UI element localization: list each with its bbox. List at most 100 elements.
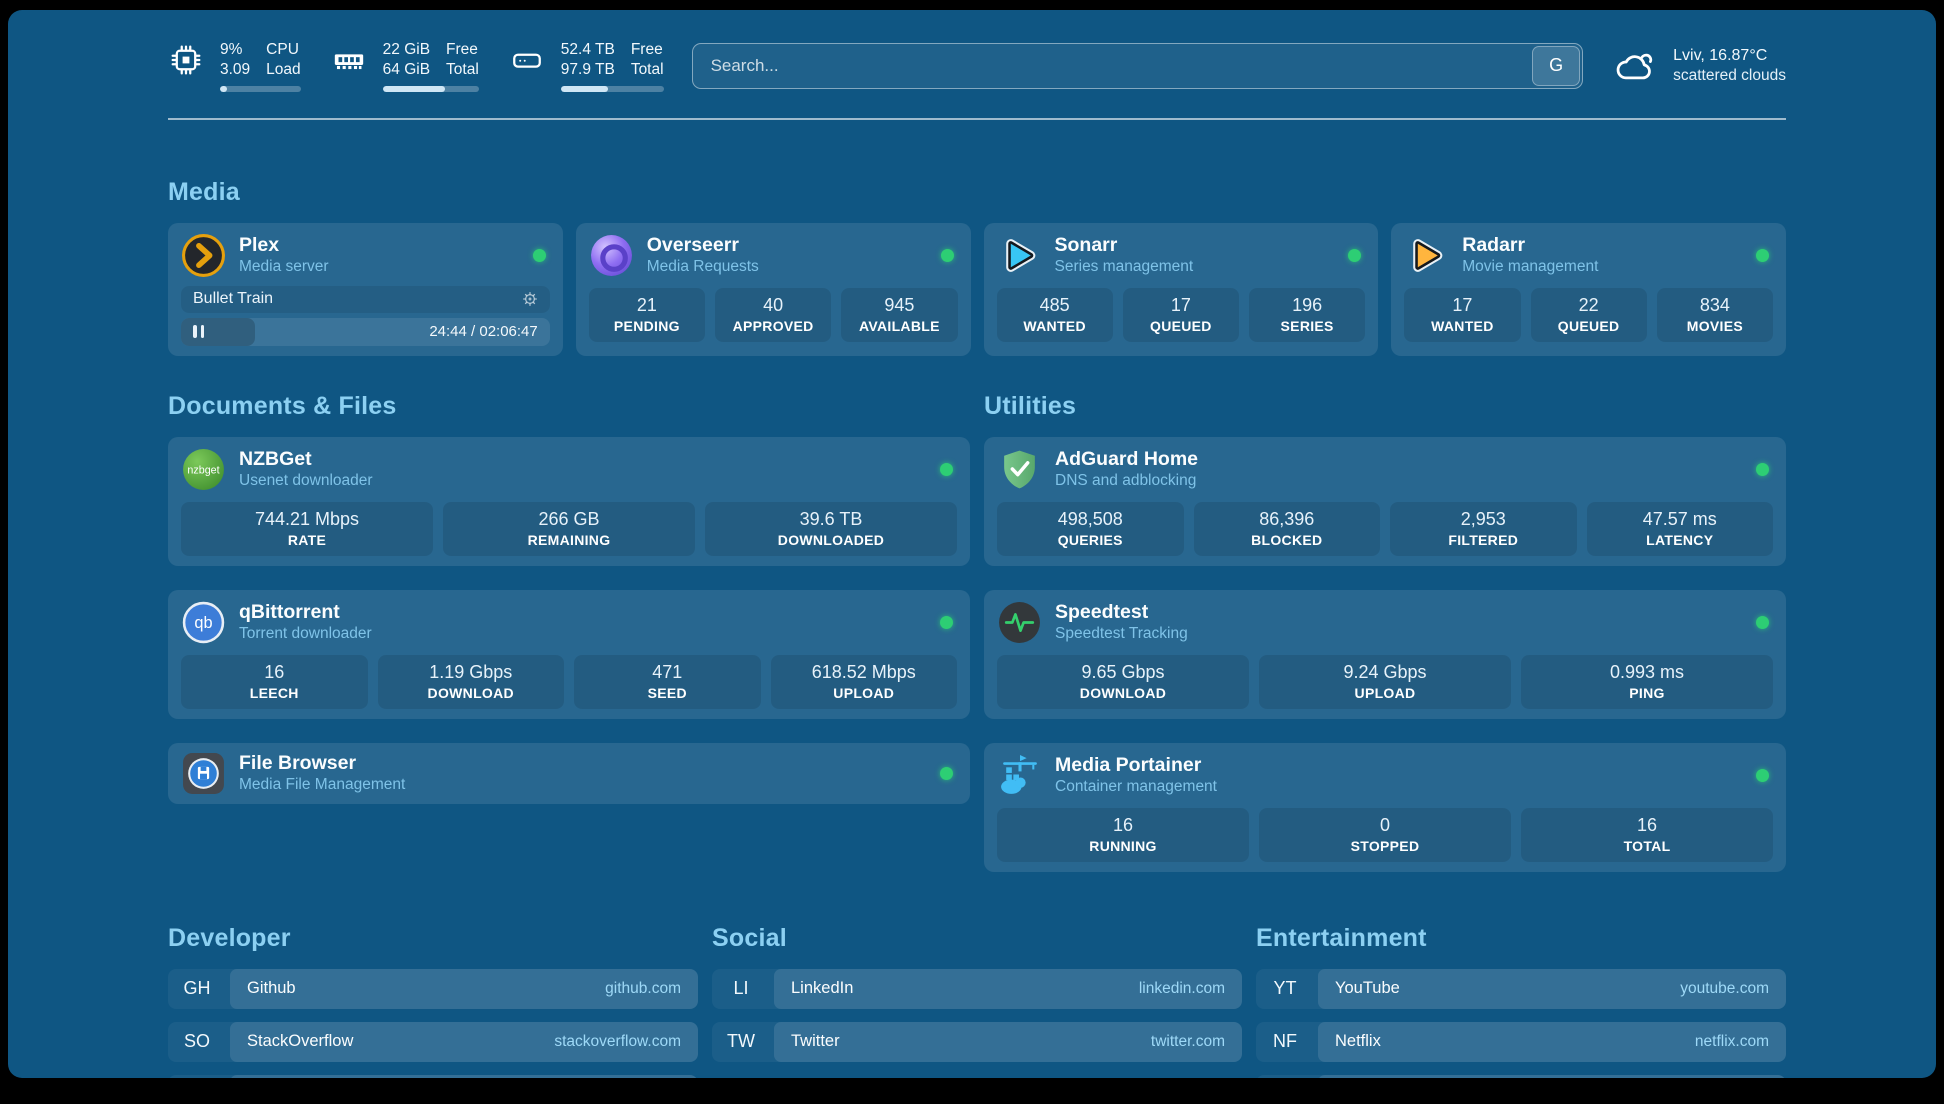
bookmark-name: YouTube <box>1335 979 1400 998</box>
cpu-labels: CPU Load <box>266 41 301 79</box>
bookmark-dev[interactable]: DT DEVdev.to <box>168 1074 698 1078</box>
bookmark-abbr: TW <box>727 1031 755 1052</box>
ram-widget: 22 GiB 64 GiB Free Total <box>331 40 479 92</box>
stat-upload: 618.52 Mbps UPLOAD <box>770 654 957 709</box>
bookmark-abbr: RE <box>1256 1075 1314 1078</box>
app-card-adguard[interactable]: AdGuard Home DNS and adblocking 498,508 Q… <box>984 436 1786 566</box>
disk-values: 52.4 TB 97.9 TB <box>560 41 615 79</box>
bookmark-url: stackoverflow.com <box>554 1032 681 1050</box>
disk-progressbar <box>560 85 664 92</box>
app-subtitle: DNS and adblocking <box>1055 472 1197 490</box>
disk-widget: 52.4 TB 97.9 TB Free Total <box>509 40 664 92</box>
section-title-documents: Documents & Files <box>168 391 397 420</box>
section-title-developer: Developer <box>168 923 291 952</box>
disk-icon <box>509 43 545 77</box>
weather-location: Lviv, 16.87°C <box>1673 46 1768 64</box>
app-name: Media Portainer <box>1055 754 1202 777</box>
radarr-icon <box>1404 233 1449 278</box>
app-card-filebrowser[interactable]: File Browser Media File Management <box>168 742 970 804</box>
stat-queries: 498,508 QUERIES <box>997 501 1184 556</box>
ram-values: 22 GiB 64 GiB <box>382 41 431 79</box>
app-card-overseerr[interactable]: Overseerr Media Requests 21 PENDING 40 APP… <box>575 222 971 356</box>
section-title-social: Social <box>712 923 787 952</box>
status-dot <box>940 766 953 780</box>
bookmark-github[interactable]: GH Github github.com <box>168 968 698 1009</box>
app-card-sonarr[interactable]: Sonarr Series management 485 WANTED 17 QUE… <box>983 222 1379 356</box>
section-social: Social LI LinkedIn linkedin.com TW Twitte… <box>712 924 1242 1078</box>
bookmark-abbr: GH <box>183 978 211 999</box>
stat-wanted: 485 WANTED <box>996 287 1113 342</box>
bookmark-youtube[interactable]: YT YouTube youtube.com <box>1256 968 1786 1009</box>
app-name: Plex <box>239 234 280 257</box>
bookmark-twitter[interactable]: TW Twitter twitter.com <box>712 1021 1242 1062</box>
app-card-speedtest[interactable]: Speedtest Speedtest Tracking 9.65 Gbps DO… <box>984 589 1786 719</box>
bookmark-stackoverflow[interactable]: SO StackOverflow stackoverflow.com <box>168 1021 698 1062</box>
app-subtitle: Movie management <box>1462 258 1599 276</box>
bookmark-url: github.com <box>605 979 681 997</box>
bookmark-name: LinkedIn <box>791 979 854 998</box>
app-subtitle: Usenet downloader <box>239 472 373 490</box>
playback-time: 24:44 / 02:06:47 <box>429 323 538 341</box>
cpu-values: 9% 3.09 <box>220 41 251 79</box>
search-input[interactable] <box>691 42 1584 89</box>
overseerr-icon <box>589 233 634 278</box>
plex-icon <box>181 233 226 278</box>
stat-running: 16 RUNNING <box>997 807 1249 862</box>
status-dot <box>1756 615 1769 629</box>
stat-filtered: 2,953 FILTERED <box>1390 501 1577 556</box>
stat-stopped: 0 STOPPED <box>1259 807 1511 862</box>
header-divider <box>168 117 1786 120</box>
app-subtitle: Media Requests <box>646 258 759 276</box>
section-documents: Documents & Files nzbget <box>168 392 970 872</box>
section-entertainment: Entertainment YT YouTube youtube.com NF N… <box>1256 924 1786 1078</box>
nzbget-icon: nzbget <box>181 447 226 492</box>
system-stats: 9% 3.09 CPU Load <box>168 40 664 92</box>
bookmark-name: StackOverflow <box>247 1032 354 1051</box>
stat-series: 196 SERIES <box>1249 287 1366 342</box>
bookmark-url: linkedin.com <box>1138 979 1225 997</box>
bookmark-netflix[interactable]: NF Netflix netflix.com <box>1256 1021 1786 1062</box>
qbittorrent-icon: qb <box>181 600 226 645</box>
status-dot <box>940 462 953 476</box>
bookmark-abbr: LI <box>733 978 749 999</box>
stat-movies: 834 MOVIES <box>1656 287 1773 342</box>
app-name: File Browser <box>239 752 357 775</box>
status-dot <box>1756 768 1769 782</box>
app-card-radarr[interactable]: Radarr Movie management 17 WANTED 22 QUEUE… <box>1391 222 1786 356</box>
cpu-widget: 9% 3.09 CPU Load <box>168 40 301 92</box>
app-subtitle: Series management <box>1054 258 1194 276</box>
settings-icon[interactable] <box>522 291 538 307</box>
stat-available: 945 AVAILABLE <box>841 287 958 342</box>
section-title-utilities: Utilities <box>984 391 1077 420</box>
bookmark-url: youtube.com <box>1680 979 1769 997</box>
app-subtitle: Container management <box>1055 778 1217 796</box>
app-subtitle: Torrent downloader <box>239 625 372 643</box>
ram-progressbar <box>382 85 479 92</box>
bookmark-name: Github <box>247 979 296 998</box>
status-dot <box>1756 248 1769 262</box>
cpu-icon <box>168 43 204 77</box>
bookmark-name: Netflix <box>1335 1032 1381 1051</box>
app-card-nzbget[interactable]: nzbget NZBGet Usenet downloader 744.21 M… <box>168 436 970 566</box>
bookmark-url: twitter.com <box>1150 1032 1225 1050</box>
bookmark-reddit[interactable]: RE Redditreddit.com <box>1256 1074 1786 1078</box>
app-subtitle: Media File Management <box>239 776 406 794</box>
app-card-portainer[interactable]: Media Portainer Container management 16 R… <box>984 742 1786 872</box>
app-name: Radarr <box>1462 234 1526 257</box>
filebrowser-icon <box>181 751 226 796</box>
app-name: Overseerr <box>646 234 739 257</box>
app-card-qbittorrent[interactable]: qb qBittorrent Torrent downloader 16 LEEC… <box>168 589 970 719</box>
stat-wanted: 17 WANTED <box>1404 287 1521 342</box>
header-bar: 9% 3.09 CPU Load <box>8 10 1936 92</box>
stat-rate: 744.21 Mbps RATE <box>181 501 433 556</box>
disk-labels: Free Total <box>630 41 664 79</box>
search-bar: G <box>691 42 1584 89</box>
now-playing: Bullet Train 24:44 / 02:06:47 <box>181 285 550 346</box>
media-card-grid: Plex Media server Bullet Train <box>168 222 1786 356</box>
search-engine-button[interactable]: G <box>1532 45 1581 86</box>
bookmark-linkedin[interactable]: LI LinkedIn linkedin.com <box>712 968 1242 1009</box>
app-card-plex[interactable]: Plex Media server Bullet Train <box>168 222 563 356</box>
stat-download: 1.19 Gbps DOWNLOAD <box>377 654 564 709</box>
stat-queued: 17 QUEUED <box>1122 287 1239 342</box>
bookmark-url: netflix.com <box>1694 1032 1769 1050</box>
